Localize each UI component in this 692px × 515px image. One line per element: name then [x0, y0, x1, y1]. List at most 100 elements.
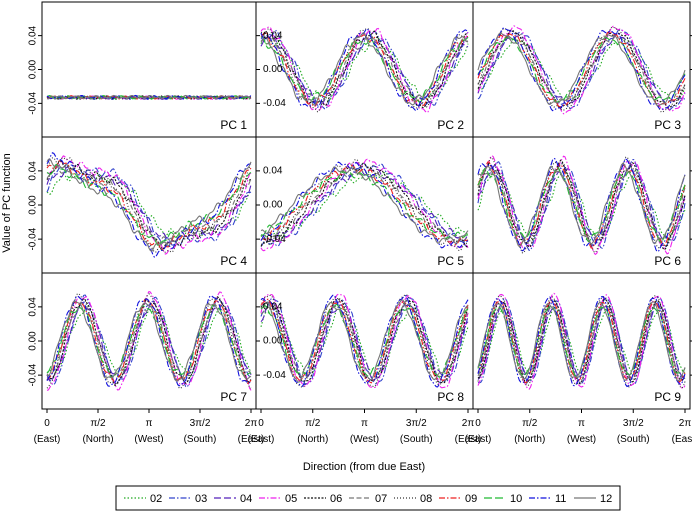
legend: 02 03 04 05 06 07 08 09 10 11 12 — [115, 485, 621, 511]
series-line-11-pc5 — [260, 161, 469, 249]
x-tick-sublabel: (South) — [184, 434, 217, 445]
panel-pc9: PC 9 0 (East) π/2 (North) π (West) 3π/2 (South) 2… — [465, 272, 692, 445]
series-line-09-pc4 — [46, 160, 252, 250]
y-tick-label: 0.00 — [263, 64, 283, 75]
y-tick-label: -0.04 — [28, 363, 39, 386]
legend-label-07: 07 — [375, 493, 387, 505]
series-line-04-pc9 — [477, 302, 686, 380]
panel-label-pc8: PC 8 — [437, 390, 464, 404]
series-line-03-pc7 — [46, 294, 252, 388]
series-line-10-pc7 — [46, 304, 252, 378]
legend-label-09: 09 — [465, 493, 477, 505]
y-tick-label: 0.00 — [28, 331, 39, 351]
y-tick-label: 0.00 — [263, 200, 283, 211]
y-tick-label: -0.04 — [28, 227, 39, 250]
series-line-09-pc7 — [46, 298, 252, 384]
x-tick-sublabel: (East) — [455, 434, 482, 445]
series-line-12-pc9 — [477, 301, 686, 382]
x-tick-sublabel: (South) — [617, 434, 650, 445]
series-line-08-pc7 — [46, 292, 252, 390]
y-tick-label: 0.00 — [28, 195, 39, 215]
series-line-02-pc9 — [477, 305, 686, 376]
y-tick-label: -0.04 — [28, 92, 39, 115]
x-tick-label: π — [578, 418, 585, 429]
panel-frame — [255, 136, 474, 274]
series-line-10-pc2 — [260, 36, 469, 104]
x-tick-label: π — [146, 418, 153, 429]
series-line-07-pc5 — [260, 167, 469, 243]
y-tick-label: -0.04 — [263, 98, 286, 109]
series-line-11-pc4 — [46, 152, 252, 258]
legend-item-09: 09 — [439, 493, 477, 505]
series-line-02-pc2 — [260, 37, 469, 102]
series-line-10-pc4 — [46, 163, 252, 247]
series-line-05-pc6 — [477, 154, 686, 256]
x-tick-sublabel: (East) — [672, 434, 692, 445]
series-line-10-pc8 — [260, 303, 469, 379]
series-line-06-pc2 — [260, 30, 469, 109]
legend-label-06: 06 — [330, 493, 342, 505]
x-tick-sublabel: (North) — [297, 434, 328, 445]
panel-label-pc7: PC 7 — [220, 390, 247, 404]
x-tick-sublabel: (West) — [350, 434, 379, 445]
series-line-11-pc8 — [260, 294, 469, 388]
series-line-09-pc6 — [477, 161, 686, 249]
x-tick-label: π/2 — [305, 418, 321, 429]
panel-frame — [255, 1, 474, 138]
panel-label-pc9: PC 9 — [654, 390, 681, 404]
x-tick-label: 3π/2 — [406, 418, 427, 429]
y-tick-label: 0.00 — [263, 336, 283, 347]
panel-frame — [41, 136, 257, 274]
series-line-06-pc3 — [477, 29, 686, 109]
panel-pc1: PC 1 0.04 0.00 -0.04 — [28, 1, 257, 138]
series-line-09-pc2 — [260, 31, 468, 108]
x-tick-sublabel: (North) — [514, 434, 545, 445]
series-line-09-pc9 — [477, 300, 686, 383]
series-line-10-pc3 — [477, 36, 686, 104]
legend-label-02: 02 — [150, 493, 162, 505]
legend-label-08: 08 — [420, 493, 432, 505]
series-line-07-pc6 — [477, 164, 686, 246]
legend-item-02: 02 — [124, 493, 162, 505]
series-line-11-pc7 — [46, 295, 252, 387]
y-tick-label: 0.04 — [28, 297, 39, 317]
series-line-05-pc5 — [260, 158, 469, 252]
x-tick-sublabel: (West) — [134, 434, 163, 445]
x-tick-label: 3π/2 — [190, 418, 211, 429]
y-tick-label: 0.04 — [263, 166, 283, 177]
series-line-06-pc8 — [260, 298, 469, 384]
y-tick-label: 0.04 — [28, 161, 39, 181]
series-line-07-pc3 — [477, 34, 686, 105]
x-tick-label: 2π — [245, 418, 258, 429]
series-line-02-pc6 — [477, 168, 686, 242]
series-line-12-pc6 — [477, 162, 686, 248]
series-line-08-pc8 — [260, 293, 469, 389]
series-line-06-pc9 — [477, 298, 686, 385]
legend-item-12: 12 — [574, 493, 612, 505]
series-line-09-pc5 — [260, 164, 469, 246]
panel-label-pc1: PC 1 — [220, 118, 247, 132]
legend-item-08: 08 — [394, 493, 432, 505]
series-line-11-pc9 — [477, 295, 686, 388]
series-line-05-pc1 — [46, 95, 252, 100]
series-line-10-pc5 — [260, 171, 469, 239]
series-line-02-pc3 — [477, 37, 686, 103]
panel-pc4: PC 4 0.04 0.00 -0.04 — [28, 136, 257, 274]
series-line-12-pc8 — [260, 299, 469, 383]
series-line-02-pc8 — [260, 306, 469, 376]
series-line-03-pc9 — [477, 296, 686, 386]
panel-pc8: PC 8 0.04 0.00 -0.04 0 (East) π/2 (North) π (West… — [248, 272, 482, 445]
series-line-11-pc1 — [46, 94, 252, 100]
series-line-03-pc2 — [260, 29, 469, 110]
series-line-12-pc1 — [46, 94, 252, 100]
series-line-08-pc2 — [260, 27, 469, 113]
series-line-12-pc2 — [260, 32, 469, 106]
series-line-04-pc8 — [260, 302, 469, 380]
series-line-12-pc7 — [46, 300, 252, 382]
series-line-05-pc7 — [46, 290, 252, 391]
x-tick-sublabel: (West) — [567, 434, 596, 445]
legend-item-11: 11 — [529, 493, 566, 505]
legend-label-04: 04 — [240, 493, 252, 505]
legend-label-05: 05 — [285, 493, 297, 505]
